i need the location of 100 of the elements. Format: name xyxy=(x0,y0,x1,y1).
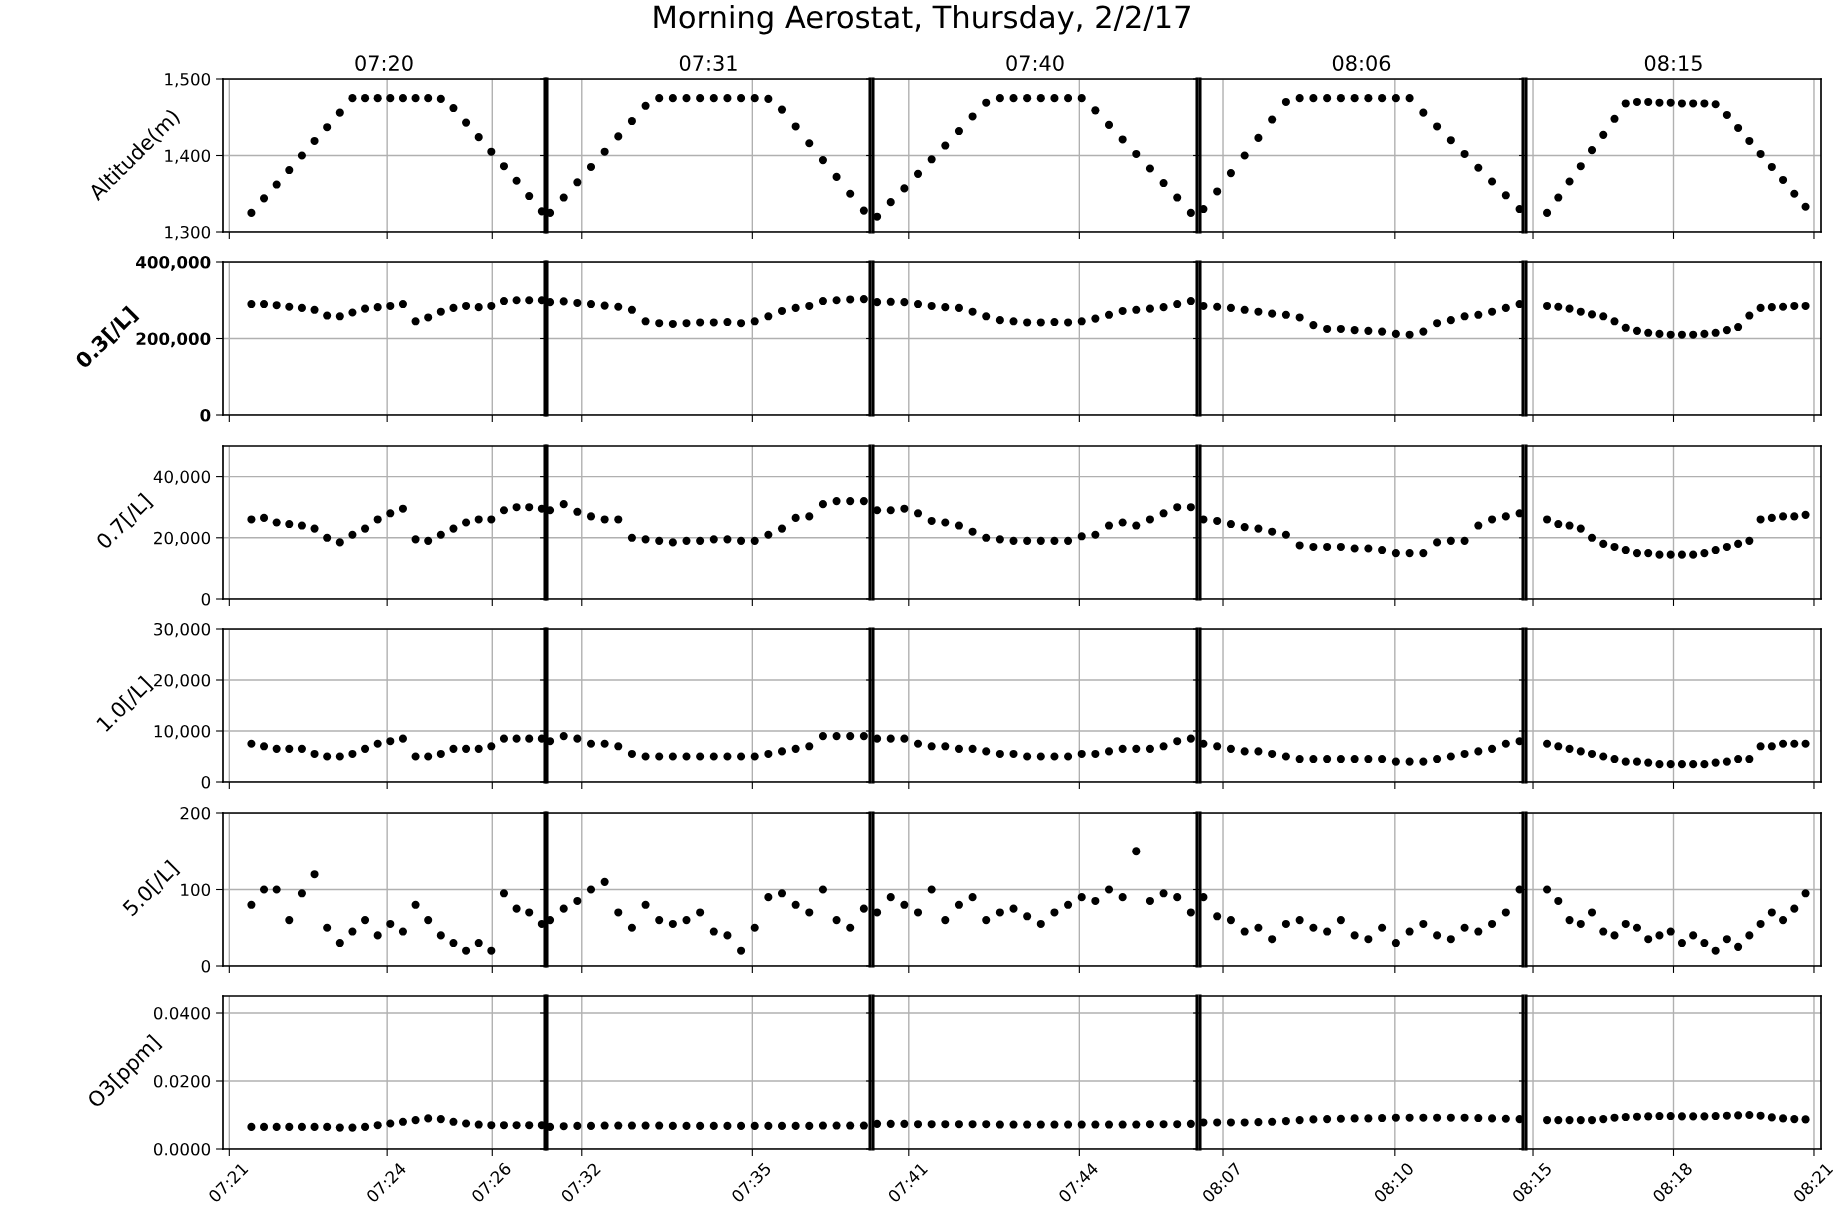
point xyxy=(1213,187,1222,196)
point xyxy=(247,739,256,748)
point xyxy=(1240,747,1249,756)
point xyxy=(1700,99,1709,108)
point xyxy=(361,94,370,103)
point xyxy=(310,136,319,146)
point xyxy=(1050,318,1059,327)
point xyxy=(1677,550,1686,559)
point xyxy=(886,734,895,743)
point xyxy=(805,742,814,751)
point xyxy=(1104,747,1114,756)
point xyxy=(1254,133,1263,142)
point xyxy=(1734,539,1743,548)
point xyxy=(1621,545,1630,555)
point xyxy=(668,94,677,103)
point xyxy=(1281,97,1290,106)
point xyxy=(954,303,963,312)
point xyxy=(361,304,370,313)
point xyxy=(1295,916,1304,925)
point xyxy=(1722,542,1731,552)
point xyxy=(627,305,636,314)
point xyxy=(1515,205,1523,214)
point xyxy=(512,176,521,185)
point xyxy=(1118,306,1127,316)
point xyxy=(1104,521,1114,530)
point xyxy=(627,923,636,932)
point xyxy=(1405,330,1414,339)
point xyxy=(1145,744,1154,753)
point xyxy=(1587,146,1597,155)
point xyxy=(499,734,509,743)
point xyxy=(1091,314,1100,323)
point xyxy=(1599,312,1608,321)
point xyxy=(1488,177,1497,186)
point xyxy=(411,535,420,544)
point xyxy=(627,749,636,758)
point xyxy=(449,744,458,753)
point xyxy=(335,108,344,117)
point xyxy=(297,521,306,530)
y-tick-label: 20,000 xyxy=(154,673,211,689)
point xyxy=(361,916,370,925)
point xyxy=(1689,330,1698,339)
point xyxy=(1576,162,1585,171)
point xyxy=(386,737,395,746)
point xyxy=(1644,935,1653,944)
point xyxy=(247,300,256,309)
y-tick-label: 0.0000 xyxy=(153,1142,211,1156)
point xyxy=(1104,885,1114,894)
point xyxy=(1767,908,1776,917)
point xyxy=(1433,319,1442,328)
point xyxy=(1009,749,1018,758)
point xyxy=(1666,98,1675,107)
point xyxy=(1610,755,1619,764)
point xyxy=(737,946,746,955)
point xyxy=(873,734,882,743)
y-tick-label: 0 xyxy=(200,408,211,422)
y-tick-label: 0 xyxy=(201,592,211,606)
point xyxy=(1711,545,1720,555)
point xyxy=(1621,919,1630,928)
point xyxy=(1644,328,1653,337)
point xyxy=(499,889,509,898)
point xyxy=(641,535,650,544)
point xyxy=(436,749,445,758)
point xyxy=(1064,900,1073,909)
point xyxy=(335,538,344,547)
point xyxy=(1779,512,1788,521)
point xyxy=(750,752,759,761)
point xyxy=(1460,923,1469,932)
point xyxy=(586,162,596,172)
point xyxy=(982,312,991,321)
point xyxy=(1309,755,1318,764)
point xyxy=(846,295,855,304)
point xyxy=(777,524,787,533)
point xyxy=(668,919,677,928)
point xyxy=(1240,523,1249,532)
point xyxy=(846,189,855,198)
point xyxy=(614,742,623,751)
point xyxy=(1118,744,1127,753)
point xyxy=(1543,739,1552,748)
point xyxy=(1722,935,1731,944)
point xyxy=(859,206,868,215)
point xyxy=(1281,752,1290,761)
point xyxy=(1009,536,1018,545)
point xyxy=(1050,536,1059,545)
point xyxy=(886,297,895,306)
point xyxy=(573,734,582,743)
point xyxy=(913,169,923,178)
point xyxy=(1501,739,1510,748)
point xyxy=(1364,326,1373,335)
point xyxy=(487,147,496,156)
point xyxy=(846,732,855,741)
point xyxy=(1446,752,1455,761)
point xyxy=(913,300,923,309)
point xyxy=(873,212,882,221)
point xyxy=(373,515,382,524)
point xyxy=(791,744,800,753)
point xyxy=(1091,896,1100,906)
point xyxy=(818,296,827,306)
point xyxy=(1689,931,1698,940)
point xyxy=(995,94,1004,103)
point xyxy=(335,752,344,761)
